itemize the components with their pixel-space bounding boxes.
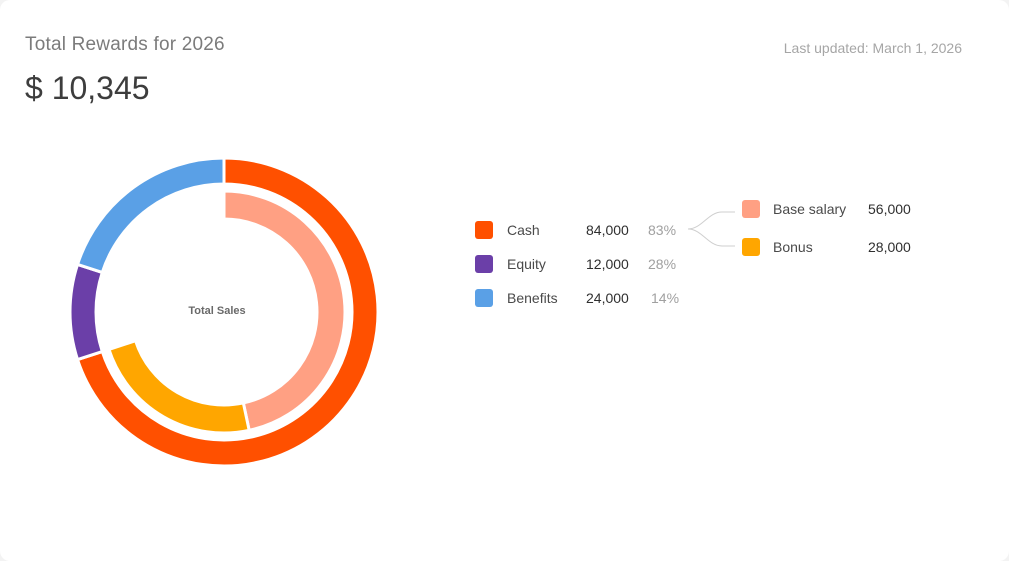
chart-center-label: Total Sales bbox=[188, 305, 245, 317]
legend-swatch-benefits bbox=[475, 289, 493, 307]
total-amount: $ 10,345 bbox=[25, 70, 150, 106]
legend-label: Equity bbox=[507, 256, 546, 272]
legend-percent: 28% bbox=[648, 256, 677, 272]
donut-chart: Total Sales bbox=[68, 156, 380, 468]
legend-value: 56,000 bbox=[868, 201, 911, 217]
legend-value: 24,000 bbox=[586, 290, 629, 306]
bracket-line-upper bbox=[687, 211, 735, 230]
legend-percent: 14% bbox=[651, 290, 680, 306]
legend-swatch-bonus bbox=[742, 238, 760, 256]
legend-label: Cash bbox=[507, 222, 540, 238]
last-updated-text: Last updated: March 1, 2026 bbox=[783, 40, 962, 56]
card-title: Total Rewards for 2026 bbox=[25, 34, 225, 55]
legend-label: Benefits bbox=[507, 290, 558, 306]
inner-ring bbox=[107, 189, 347, 435]
inner-segment-base-salary bbox=[222, 189, 347, 432]
inner-segment-bonus bbox=[107, 339, 251, 435]
legend-swatch-base-salary bbox=[742, 200, 760, 218]
legend-swatch-cash bbox=[475, 221, 493, 239]
bracket-line-lower bbox=[687, 228, 735, 247]
outer-segment-equity bbox=[68, 262, 104, 362]
legend-value: 84,000 bbox=[586, 222, 629, 238]
outer-ring bbox=[68, 156, 380, 468]
legend-label: Base salary bbox=[773, 201, 847, 217]
legend-value: 12,000 bbox=[586, 256, 629, 272]
outer-segment-cash bbox=[76, 156, 380, 468]
legend-percent: 83% bbox=[648, 222, 677, 238]
legend-value: 28,000 bbox=[868, 239, 911, 255]
legend-label: Bonus bbox=[773, 239, 813, 255]
legend-swatch-equity bbox=[475, 255, 493, 273]
outer-segment-benefits bbox=[76, 156, 226, 274]
